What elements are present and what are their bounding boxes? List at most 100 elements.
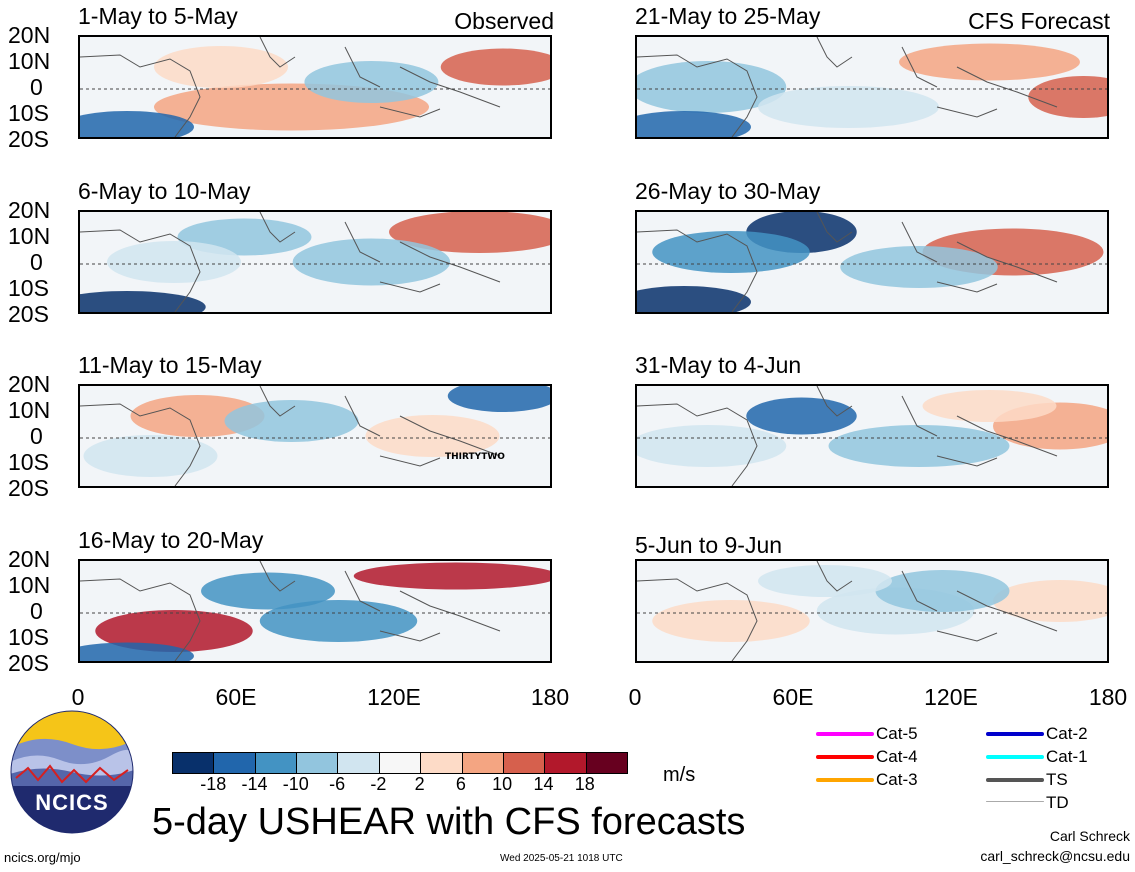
colorbar (172, 752, 628, 774)
legend-label-cat-2: Cat-2 (1046, 724, 1088, 743)
legend-label-td: TD (1046, 793, 1069, 812)
map-panel-forecast-1 (635, 35, 1109, 139)
shear-field-region (107, 241, 241, 283)
panel-title-fc-4: 5-Jun to 9-Jun (635, 532, 783, 558)
colorbar-swatch (173, 753, 215, 773)
colorbar-tick-label: -6 (329, 774, 346, 794)
lon-label-0-obs: 0 (71, 684, 85, 710)
coastline (80, 37, 501, 137)
lat-label: 20N (8, 371, 51, 397)
colorbar-swatch (297, 753, 339, 773)
shear-field-region (80, 111, 194, 137)
legend-label-cat-3: Cat-3 (876, 770, 918, 789)
author-email[interactable]: carl_schreck@ncsu.edu (980, 848, 1130, 864)
panel-title-obs-1: 1-May to 5-May (78, 3, 238, 29)
legend-swatch-ts (986, 778, 1044, 782)
colorbar-tick-label: -10 (282, 774, 309, 794)
colorbar-swatch (214, 753, 256, 773)
colorbar-tick-label: 2 (414, 774, 425, 794)
shear-field-region (304, 61, 439, 103)
lat-label: 10S (8, 275, 49, 301)
lon-label-60e-fc: 60E (772, 684, 814, 710)
lat-label: 0 (30, 249, 43, 275)
colorbar-tick-label: 10 (492, 774, 513, 794)
footer-url[interactable]: ncics.org/mjo (4, 850, 81, 865)
lat-label: 20S (8, 475, 49, 501)
colorbar-tick-label: 18 (574, 774, 595, 794)
shear-field-region (637, 61, 787, 113)
map-panel-observed-1 (78, 35, 552, 139)
shear-field-region (758, 565, 892, 597)
panel-title-obs-3: 11-May to 15-May (78, 352, 262, 378)
colorbar-tick-label: -14 (241, 774, 268, 794)
panel-title-obs-4: 16-May to 20-May (78, 527, 264, 553)
legend-label-cat-1: Cat-1 (1046, 747, 1088, 766)
shear-field-region (80, 291, 206, 312)
lat-label: 10N (8, 48, 51, 74)
shear-field-region (758, 86, 939, 128)
shear-field-region (840, 246, 998, 288)
shear-field-region (365, 415, 500, 457)
panel-title-obs-2: 6-May to 10-May (78, 178, 251, 204)
shear-field-region (922, 390, 1057, 422)
main-title: 5-day USHEAR with CFS forecasts (152, 801, 746, 843)
lat-label: 10N (8, 572, 51, 598)
shear-field-region (875, 570, 1010, 612)
shear-field-region (353, 562, 550, 590)
lon-label-180-fc: 180 (1088, 684, 1128, 710)
shear-field-region (201, 572, 335, 610)
ncics-logo: NCICS (10, 710, 134, 834)
legend-swatch-cat-2 (986, 732, 1044, 736)
lon-label-180-obs: 180 (530, 684, 570, 710)
lat-label: 10S (8, 100, 49, 126)
panel-title-fc-1: 21-May to 25-May (635, 3, 821, 29)
colorbar-swatch (379, 753, 422, 773)
legend-swatch-td (986, 801, 1044, 802)
ncics-logo-graphic (10, 710, 134, 834)
footer-timestamp: Wed 2025-05-21 1018 UTC (500, 853, 623, 864)
colorbar-swatch (503, 753, 546, 773)
map-panel-forecast-3 (635, 384, 1109, 488)
colorbar-tick-label: -18 (200, 774, 227, 794)
shear-field-region (224, 400, 359, 442)
coastline (637, 561, 1058, 661)
legend-label-ts: TS (1046, 770, 1068, 789)
colorbar-unit: m/s (663, 764, 696, 786)
shear-field-region (652, 600, 810, 642)
forecast-label: CFS Forecast (968, 8, 1110, 34)
shear-field-region (746, 397, 857, 435)
coastline (637, 212, 1058, 312)
shear-field-region (440, 48, 550, 86)
legend-swatch-cat-4 (816, 755, 874, 759)
map-panel-observed-2 (78, 210, 552, 314)
shear-field-region (828, 425, 1010, 467)
shear-field-region (83, 435, 218, 477)
lat-label: 20N (8, 197, 51, 223)
lat-label: 10N (8, 223, 51, 249)
colorbar-swatch (255, 753, 298, 773)
colorbar-tick-label: 6 (455, 774, 466, 794)
coastline (637, 386, 1058, 486)
lon-label-60e-obs: 60E (215, 684, 257, 710)
colorbar-tick-label: 14 (533, 774, 554, 794)
lat-label: 20S (8, 126, 49, 152)
map-panel-observed-3: THIRTYTWO (78, 384, 552, 488)
lat-label: 0 (30, 423, 43, 449)
shear-field-region (447, 386, 550, 412)
coastline (80, 561, 501, 661)
colorbar-swatch (421, 753, 463, 773)
shear-field-region (259, 600, 418, 642)
shear-field-region (652, 231, 810, 273)
author-name: Carl Schreck (1049, 828, 1130, 844)
legend-label-cat-5: Cat-5 (876, 724, 918, 743)
lon-label-120e-fc: 120E (924, 684, 978, 710)
shear-field-region (993, 580, 1107, 622)
panel-title-fc-3: 31-May to 4-Jun (635, 352, 802, 378)
colorbar-swatch (462, 753, 504, 773)
legend-swatch-cat-3 (816, 778, 874, 782)
lon-label-120e-obs: 120E (367, 684, 421, 710)
observed-label: Observed (454, 8, 554, 34)
lat-label: 10S (8, 449, 49, 475)
lat-label: 20N (8, 546, 51, 572)
lat-label: 20S (8, 650, 49, 676)
